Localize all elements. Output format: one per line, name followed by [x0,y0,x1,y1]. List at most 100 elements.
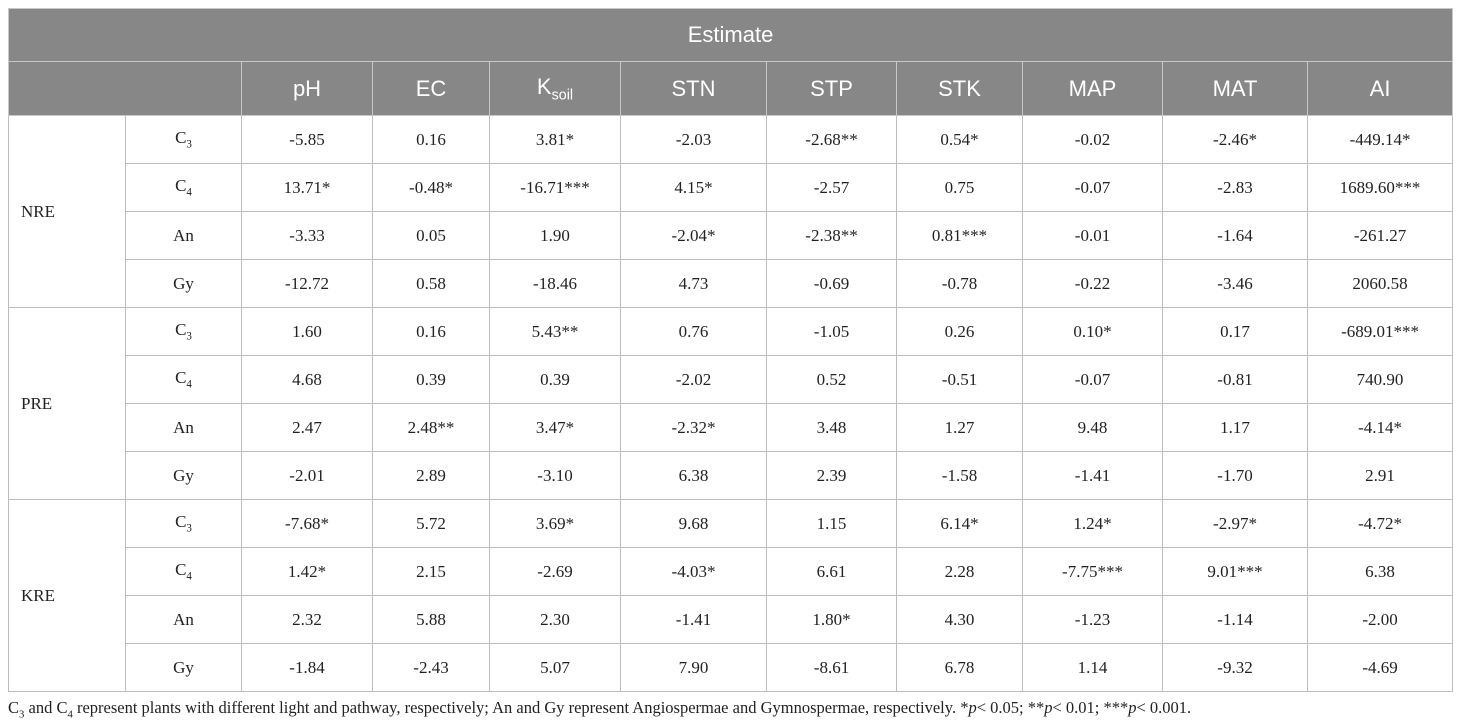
column-header-text: STN [671,75,716,101]
row-label: C3 [125,499,242,548]
cell: -449.14* [1306,115,1454,164]
cell: 1.27 [896,403,1023,452]
column-header: AI [1306,61,1454,116]
table-row: An 2.32 5.88 2.30 -1.41 1.80* 4.30 -1.23 -1.14 -2… [9,595,1454,644]
cell: 1.60 [241,307,373,356]
cell: 0.54* [896,115,1023,164]
cell: 6.61 [766,547,897,596]
cell: -2.46* [1162,115,1308,164]
cell: -2.83 [1162,163,1308,212]
cell: 6.38 [620,451,767,500]
row-label-text-subscript: 3 [186,330,192,343]
cell: 1.15 [766,499,897,548]
column-header: MAT [1162,61,1308,116]
cell: 2.30 [489,595,621,644]
cell: 5.88 [372,595,490,644]
cell: -16.71*** [489,163,621,212]
row-label: Gy [125,451,242,500]
column-header: EC [372,61,490,116]
cell: -1.70 [1162,451,1308,500]
footnote-text: < 0.01; *** [1052,698,1129,717]
table-row: PRE C3 1.60 0.16 5.43** 0.76 -1.05 0.26 0.10* 0.1… [8,307,1454,500]
row-label-text: C [175,560,187,580]
footnote-subscript: 4 [67,708,73,721]
footnote-subscript: 3 [19,708,25,721]
cell: -0.01 [1022,211,1163,260]
cell: 9.01*** [1162,547,1308,596]
cell: 0.05 [372,211,490,260]
cell: -5.85 [241,115,373,164]
row-label-text-subscript: 4 [186,186,192,199]
cell: -261.27 [1306,211,1454,260]
cell: 2060.58 [1306,259,1454,308]
column-header: STN [620,61,767,116]
estimate-table: Estimate pH EC Ksoil STN STP STK MAP MAT AI NRE C… [7,8,1454,692]
cell: -7.75*** [1022,547,1163,596]
cell: 2.32 [241,595,373,644]
row-label-text: C [175,128,187,148]
cell: -1.41 [620,595,767,644]
cell: 0.10* [1022,307,1163,356]
cell: 0.76 [620,307,767,356]
cell: 2.89 [372,451,490,500]
column-header: STP [766,61,897,116]
cell: 3.47* [489,403,621,452]
cell: 1.24* [1022,499,1163,548]
cell: -12.72 [241,259,373,308]
row-label-text: An [173,417,194,437]
cell: -8.61 [766,643,897,692]
column-header-text-subscript: soil [551,87,574,104]
cell: -3.10 [489,451,621,500]
cell: 5.43** [489,307,621,356]
column-header-text: EC [415,75,447,101]
cell: -0.81 [1162,355,1308,404]
cell: 1689.60*** [1306,163,1454,212]
table-row: An 2.47 2.48** 3.47* -2.32* 3.48 1.27 9.48 1.17-… [9,403,1454,452]
column-header: MAP [1022,61,1163,116]
cell: 4.30 [896,595,1023,644]
row-label: C4 [125,163,242,212]
table-row: Gy -2.01 2.89 -3.10 6.38 2.39 -1.58 -1.41 -1.70 2… [9,451,1454,500]
cell: -4.69 [1306,643,1454,692]
cell: -2.69 [489,547,621,596]
row-label: An [125,595,242,644]
cell: -0.69 [766,259,897,308]
cell: 2.48** [372,403,490,452]
cell: -1.14 [1162,595,1308,644]
row-label: C3 [125,307,242,356]
cell: -18.46 [489,259,621,308]
row-label-text: An [173,609,194,629]
column-header: pH [241,61,373,116]
row-label-text: C [175,176,187,196]
table-row: C4 13.71* -0.48* -16.71*** 4.15* -2.57 0.75 -0.… [9,163,1454,212]
cell: -1.05 [766,307,897,356]
row-label-text-subscript: 3 [186,522,192,535]
cell: -0.51 [896,355,1023,404]
cell: -2.03 [620,115,767,164]
cell: -1.23 [1022,595,1163,644]
cell: 9.68 [620,499,767,548]
cell: 4.15* [620,163,767,212]
row-label-text-subscript: 4 [186,378,192,391]
cell: 0.52 [766,355,897,404]
row-label-text: Gy [173,657,194,677]
cell: -2.04* [620,211,767,260]
cell: -689.01*** [1306,307,1454,356]
cell: 1.14 [1022,643,1163,692]
column-header-text: K [536,73,552,99]
cell: 740.90 [1306,355,1454,404]
row-label-text: C [175,512,187,532]
cell: -1.58 [896,451,1023,500]
cell: 0.75 [896,163,1023,212]
cell: 2.91 [1306,451,1454,500]
cell: -0.07 [1022,355,1163,404]
cell: -7.68* [241,499,373,548]
cell: 0.58 [372,259,490,308]
cell: 6.14* [896,499,1023,548]
table-row: An -3.33 0.05 1.90 -2.04* -2.38** 0.81*** -0.01… [9,211,1454,260]
cell: 6.38 [1306,547,1454,596]
cell: 1.17 [1162,403,1308,452]
row-label: C4 [125,355,242,404]
footnote-text: C [8,698,20,717]
column-header-text: pH [292,75,322,101]
